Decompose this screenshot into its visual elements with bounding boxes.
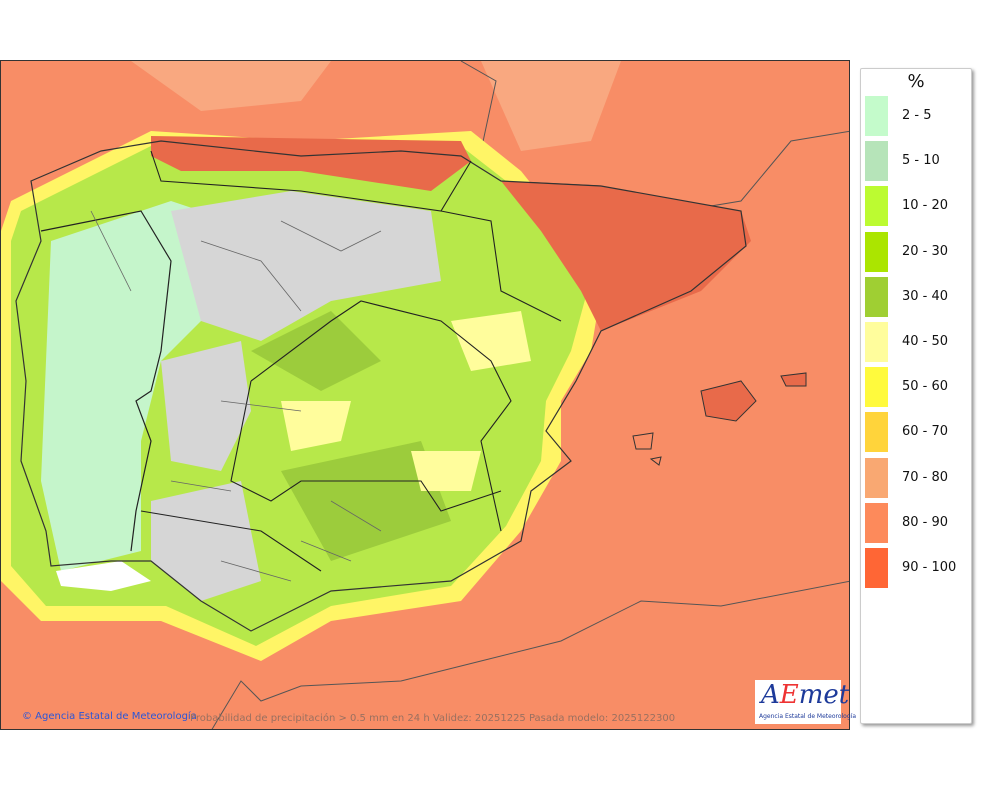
probability-map[interactable] bbox=[0, 60, 850, 730]
legend-label: 40 - 50 bbox=[902, 334, 949, 349]
sea-patch bbox=[131, 61, 331, 111]
legend-swatch bbox=[865, 96, 888, 136]
legend-item: 70 - 80 bbox=[865, 457, 969, 498]
legend-label: 10 - 20 bbox=[902, 198, 949, 214]
legend-item: 80 - 90 bbox=[865, 502, 969, 543]
red-region-north bbox=[151, 136, 471, 191]
legend-swatch bbox=[865, 367, 888, 408]
legend-item: 90 - 100 bbox=[865, 548, 969, 588]
legend-item: 30 - 40 bbox=[865, 276, 969, 317]
grey-region bbox=[171, 191, 441, 341]
legend-label: 90 - 100 bbox=[902, 560, 957, 575]
island-mallorca bbox=[700, 380, 757, 422]
yellow-patch bbox=[451, 311, 531, 371]
legend-swatch bbox=[865, 276, 888, 317]
legend-item: 60 - 70 bbox=[865, 412, 969, 453]
legend-label: 20 - 30 bbox=[902, 243, 949, 259]
white-patch bbox=[56, 561, 151, 591]
legend-label: 2 - 5 bbox=[902, 108, 932, 123]
grey-region bbox=[161, 341, 251, 471]
island-ibiza bbox=[632, 432, 654, 450]
legend-swatch bbox=[865, 548, 888, 588]
legend-item: 5 - 10 bbox=[865, 141, 969, 182]
legend-swatch bbox=[865, 322, 888, 362]
darkgreen-patch bbox=[281, 441, 451, 561]
credit-text[interactable]: © Agencia Estatal de Meteorología bbox=[22, 711, 197, 722]
legend: % 2 - 5 5 - 10 10 - 20 20 - 30 30 - 40 40 - 5… bbox=[860, 68, 972, 724]
legend-swatch bbox=[865, 457, 888, 498]
island-formentera bbox=[649, 456, 662, 466]
legend-item: 40 - 50 bbox=[865, 322, 969, 362]
legend-item: 2 - 5 bbox=[865, 96, 969, 136]
map-caption: Probabilidad de precipitación > 0.5 mm e… bbox=[190, 713, 676, 724]
legend-label: 60 - 70 bbox=[902, 424, 949, 440]
aemet-logo: AEmet Agencia Estatal de Meteorología bbox=[755, 680, 856, 724]
legend-label: 50 - 60 bbox=[902, 379, 949, 395]
yellow-patch bbox=[281, 401, 351, 451]
region-borders bbox=[140, 150, 562, 572]
legend-label: 70 - 80 bbox=[902, 469, 949, 485]
footer-credit: © Agencia Estatal de Meteorología bbox=[22, 711, 197, 722]
coastline-africa bbox=[211, 580, 849, 729]
darkgreen-patch bbox=[251, 311, 381, 391]
red-region-northeast bbox=[501, 181, 751, 331]
logo-subtitle: Agencia Estatal de Meteorología bbox=[759, 713, 856, 720]
yellow-patch bbox=[411, 451, 481, 491]
legend-swatch bbox=[865, 231, 888, 272]
legend-item: 20 - 30 bbox=[865, 231, 969, 272]
legend-item: 50 - 60 bbox=[865, 367, 969, 408]
legend-item: 10 - 20 bbox=[865, 186, 969, 227]
legend-label: 80 - 90 bbox=[902, 514, 949, 530]
map-canvas bbox=[1, 61, 849, 729]
legend-label: 30 - 40 bbox=[902, 288, 949, 304]
legend-label: 5 - 10 bbox=[902, 153, 940, 169]
legend-unit: % bbox=[907, 71, 925, 92]
grey-region bbox=[151, 481, 261, 601]
legend-swatch bbox=[865, 502, 888, 543]
sea-patch bbox=[481, 61, 621, 151]
logo-word: AEmet bbox=[761, 680, 850, 710]
province-borders bbox=[90, 210, 382, 582]
coastline-peninsula bbox=[15, 140, 747, 632]
island-menorca bbox=[780, 372, 807, 387]
legend-swatch bbox=[865, 412, 888, 453]
border-portugal bbox=[40, 210, 172, 552]
legend-swatch bbox=[865, 141, 888, 182]
legend-swatch bbox=[865, 186, 888, 227]
